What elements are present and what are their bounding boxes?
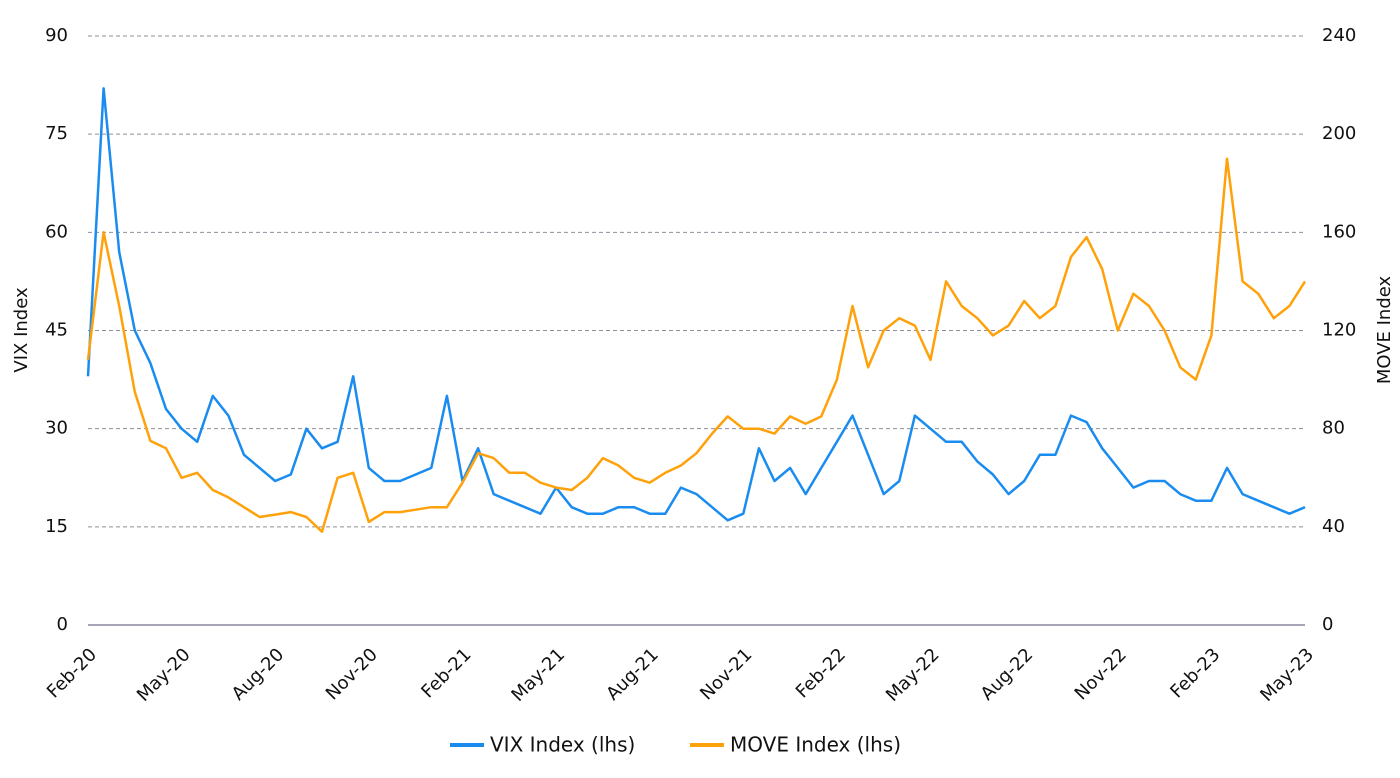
legend-label: MOVE Index (lhs) — [730, 733, 901, 757]
x-tick-label: May-21 — [507, 644, 569, 706]
y2-tick-label: 120 — [1322, 320, 1356, 341]
y2-tick-label: 200 — [1322, 123, 1356, 144]
y2-tick-label: 0 — [1322, 614, 1333, 635]
series-line — [86, 157, 1307, 533]
y-tick-label: 90 — [45, 25, 68, 46]
y2-tick-label: 240 — [1322, 25, 1356, 46]
y2-axis-label: MOVE Index — [1374, 275, 1395, 384]
y-tick-label: 15 — [45, 516, 68, 537]
x-tick-label: May-22 — [882, 644, 944, 706]
x-tick-label: May-20 — [133, 644, 195, 706]
legend-label: VIX Index (lhs) — [490, 733, 635, 757]
y-tick-label: 75 — [45, 123, 68, 144]
x-tick-label: Feb-20 — [43, 644, 101, 702]
x-tick-label: Aug-22 — [977, 644, 1037, 704]
x-tick-label: Nov-20 — [322, 644, 382, 704]
series-line — [86, 87, 1306, 522]
x-tick-label: Feb-23 — [1166, 644, 1224, 702]
x-tick-label: Aug-20 — [228, 644, 288, 704]
y-axis-label: VIX Index — [11, 287, 32, 373]
x-tick-label: Feb-21 — [417, 644, 475, 702]
x-tick-label: Aug-21 — [602, 644, 662, 704]
y-tick-label: 45 — [45, 320, 68, 341]
y2-tick-label: 80 — [1322, 418, 1345, 439]
x-tick-label: Nov-22 — [1071, 644, 1131, 704]
x-tick-label: May-23 — [1256, 644, 1318, 706]
x-tick-label: Nov-21 — [696, 644, 756, 704]
y-tick-label: 30 — [45, 418, 68, 439]
y2-tick-label: 160 — [1322, 221, 1356, 242]
y-tick-label: 0 — [57, 614, 68, 635]
y-tick-label: 60 — [45, 221, 68, 242]
x-tick-label: Feb-22 — [792, 644, 850, 702]
y2-tick-label: 40 — [1322, 516, 1345, 537]
